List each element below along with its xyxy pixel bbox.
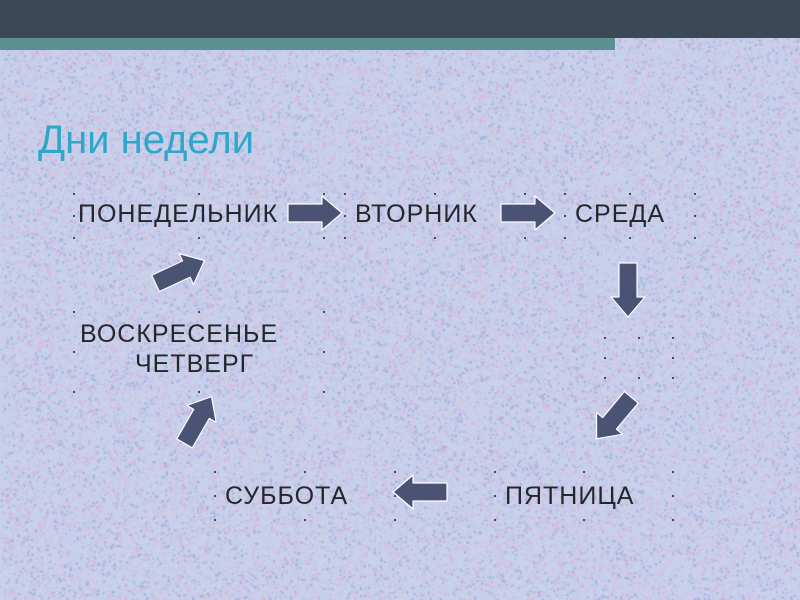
selection-handle <box>323 311 325 313</box>
selection-handle <box>564 193 566 195</box>
selection-handle <box>604 337 606 339</box>
selection-handle <box>494 519 496 521</box>
slide-title: Дни недели <box>38 118 254 163</box>
selection-handle <box>672 495 674 497</box>
selection-handle <box>73 311 75 313</box>
arrow-tue-wed <box>497 182 559 244</box>
topbar-dark <box>0 0 800 38</box>
selection-handle <box>198 237 200 239</box>
selection-handle <box>694 193 696 195</box>
selection-handle <box>564 215 566 217</box>
selection-handle <box>672 377 674 379</box>
selection-handle <box>214 495 216 497</box>
selection-handle <box>73 391 75 393</box>
selection-handle <box>604 357 606 359</box>
node-sat: СУББОТА <box>225 482 348 511</box>
arrow-sat-sun <box>167 389 229 451</box>
selection-handle <box>214 471 216 473</box>
arrow-mon-tue <box>284 182 346 244</box>
node-mon: ПОНЕДЕЛЬНИК <box>78 200 278 229</box>
selection-handle <box>583 519 585 521</box>
selection-handle <box>694 215 696 217</box>
arrow-sun-mon <box>149 241 211 303</box>
arrow-fri-sat <box>389 461 451 523</box>
selection-handle <box>604 377 606 379</box>
selection-handle <box>629 237 631 239</box>
selection-handle <box>564 237 566 239</box>
node-wed: СРЕДА <box>575 200 665 229</box>
selection-handle <box>672 337 674 339</box>
selection-handle <box>629 193 631 195</box>
selection-handle <box>638 337 640 339</box>
selection-handle <box>214 519 216 521</box>
selection-handle <box>494 471 496 473</box>
selection-handle <box>198 311 200 313</box>
selection-handle <box>672 519 674 521</box>
selection-handle <box>583 471 585 473</box>
topbar-teal <box>0 38 615 50</box>
selection-handle <box>73 193 75 195</box>
selection-handle <box>434 193 436 195</box>
selection-handle <box>638 377 640 379</box>
arrow-wed-thu <box>597 259 659 321</box>
node-fri: ПЯТНИЦА <box>505 482 635 511</box>
node-tue: ВТОРНИК <box>355 200 478 229</box>
selection-handle <box>323 351 325 353</box>
selection-handle <box>434 237 436 239</box>
selection-handle <box>73 215 75 217</box>
selection-handle <box>304 471 306 473</box>
arrow-thu-fri <box>583 387 645 449</box>
node-sun: ВОСКРЕСЕНЬЕ <box>80 320 278 349</box>
selection-handle <box>73 237 75 239</box>
selection-handle <box>494 495 496 497</box>
selection-handle <box>73 351 75 353</box>
selection-handle <box>694 237 696 239</box>
slide: Дни недели ПОНЕДЕЛЬНИК ВТОРНИК СРЕДА ВОСКРЕ… <box>0 0 800 600</box>
selection-handle <box>323 391 325 393</box>
selection-handle <box>198 193 200 195</box>
selection-handle <box>672 357 674 359</box>
selection-handle <box>672 471 674 473</box>
node-thu: ЧЕТВЕРГ <box>135 350 254 379</box>
selection-handle <box>304 519 306 521</box>
